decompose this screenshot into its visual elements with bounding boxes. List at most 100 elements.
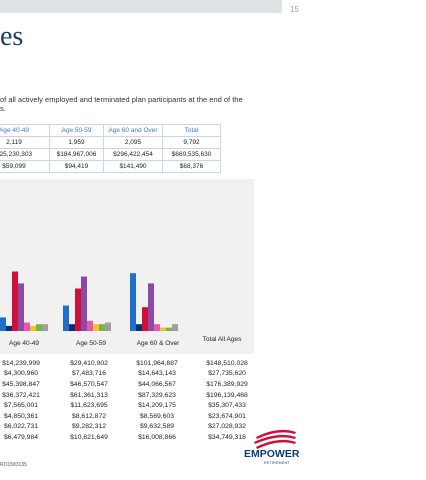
table-cell: $6,022,731 (3, 423, 39, 431)
chart-bar (87, 320, 93, 331)
chart-bar (36, 324, 42, 331)
logo-swoosh-icon (254, 429, 296, 449)
participant-stats-table: Age 40-49 Age 50-59 Age 60 and Over Tota… (0, 124, 221, 173)
chart-bar (99, 324, 105, 331)
table-cell: $14,239,999 (2, 359, 40, 367)
document-code: RO1583135 (0, 462, 27, 468)
chart-bar (24, 322, 30, 331)
category-label: Total All Ages (203, 336, 242, 343)
column-header: Age 60 and Over (103, 124, 163, 137)
table-row: 125,230,303 $184,967,006 $296,422,454 $6… (0, 148, 221, 161)
table-cell: $11,623,695 (70, 402, 108, 410)
table-header-row: Age 40-49 Age 50-59 Age 60 and Over Tota… (0, 124, 221, 137)
chart-bar (154, 324, 160, 331)
chart-bar (75, 288, 81, 331)
category-label: Age 60 & Over (137, 340, 180, 347)
table-row: $45,398,847 $46,570,547 $44,066,567 $176,38… (0, 379, 262, 390)
chart-bar (172, 324, 178, 331)
table-cell: $27,028,932 (208, 423, 246, 431)
table-cell: $184,967,006 (49, 148, 104, 161)
table-row: $6,479,984 $10,621,649 $16,008,866 $34,749,… (0, 432, 262, 443)
table-row: $4,300,960 $7,483,716 $14,643,143 $27,735,6… (0, 369, 262, 380)
column-header: Age 50-59 (49, 124, 104, 137)
table-cell: $196,139,468 (206, 391, 248, 399)
empower-logo: EMPOWER RETIREMENT (244, 428, 300, 468)
table-cell: $148,510,028 (206, 359, 248, 367)
chart-bar (148, 283, 154, 331)
logo-wordmark: EMPOWER (244, 448, 300, 460)
table-cell: 125,230,303 (0, 148, 50, 161)
table-cell: $68,376 (162, 160, 221, 173)
table-cell: $669,535,630 (162, 148, 221, 161)
chart-bar (42, 324, 48, 331)
header-bar (0, 0, 282, 13)
chart-bar (142, 307, 148, 331)
chart-bar (6, 325, 12, 331)
table-cell: $23,674,901 (208, 412, 246, 420)
description-line: of all actively employed and terminated … (0, 95, 243, 104)
table-cell: $44,066,567 (138, 380, 176, 388)
table-row: $4,850,361 $8,612,872 $8,569,603 $23,674,90… (0, 411, 262, 422)
table-cell: $14,643,143 (138, 370, 176, 378)
chart-bar (93, 324, 99, 331)
chart-bar (0, 317, 6, 331)
table-cell: $45,398,847 (2, 380, 40, 388)
chart-bar (166, 327, 172, 331)
table-cell: $176,389,929 (206, 380, 248, 388)
chart-bar (136, 324, 142, 331)
category-label: Age 40-49 (9, 340, 39, 347)
chart-bar (63, 305, 69, 331)
table-cell: 2,095 (103, 136, 163, 149)
table-cell: $7,565,001 (3, 402, 39, 410)
chart-bar (130, 273, 136, 331)
chart-bar (12, 271, 18, 331)
asset-amounts-table: $14,239,999 $29,410,902 $101,964,887 $148,5… (0, 358, 262, 443)
table-cell: $8,612,872 (71, 412, 107, 420)
table-cell: $14,209,175 (138, 402, 176, 410)
table-cell: $94,419 (49, 160, 104, 173)
table-cell: $141,490 (103, 160, 163, 173)
description-line: s. (0, 104, 6, 113)
page-title: es (0, 21, 24, 52)
page-number: 15 (290, 5, 299, 14)
table-cell: 9,792 (162, 136, 221, 149)
table-cell: $36,372,421 (2, 391, 40, 399)
table-cell: $10,621,649 (70, 433, 108, 441)
table-cell: 1,959 (49, 136, 104, 149)
chart-bar (18, 283, 24, 331)
chart-bar (81, 276, 87, 331)
table-cell: $9,632,589 (139, 423, 175, 431)
table-cell: $296,422,454 (103, 148, 163, 161)
table-cell: $4,850,361 (3, 412, 39, 420)
table-row: 2,119 1,959 2,095 9,792 (0, 136, 221, 149)
table-cell: $9,282,312 (71, 423, 107, 431)
table-row: $7,565,001 $11,623,695 $14,209,175 $35,307,… (0, 400, 262, 411)
description: of all actively employed and terminated … (0, 95, 280, 113)
table-row: $59,099 $94,419 $141,490 $68,376 (0, 160, 221, 173)
table-row: $14,239,999 $29,410,902 $101,964,887 $148,5… (0, 358, 262, 369)
logo-subtitle: RETIREMENT (264, 461, 290, 465)
table-row: $36,372,421 $61,361,313 $87,329,623 $196,13… (0, 390, 262, 401)
table-cell: $61,361,313 (70, 391, 108, 399)
table-cell: 2,119 (0, 136, 50, 149)
table-cell: $6,479,984 (3, 433, 39, 441)
table-cell: $8,569,603 (139, 412, 175, 420)
table-cell: $7,483,716 (71, 370, 107, 378)
table-cell: $46,570,547 (70, 380, 108, 388)
column-header: Total (162, 124, 221, 137)
category-label: Age 50-59 (76, 340, 106, 347)
asset-allocation-chart: Age 40-49 Age 50-59 Age 60 & Over Total All… (0, 179, 254, 354)
table-cell: $87,329,623 (138, 391, 176, 399)
chart-canvas: Age 40-49 Age 50-59 Age 60 & Over Total All… (0, 271, 242, 347)
table-cell: $29,410,902 (70, 359, 108, 367)
chart-bar (30, 325, 36, 331)
chart-bar (69, 324, 75, 331)
table-row: $6,022,731 $9,282,312 $9,632,589 $27,028,93… (0, 422, 262, 433)
chart-bar (160, 327, 166, 331)
table-cell: $35,307,433 (208, 402, 246, 410)
chart-bar (105, 322, 111, 331)
column-header: Age 40-49 (0, 124, 50, 137)
table-cell: $16,008,866 (138, 433, 176, 441)
table-cell: $59,099 (0, 160, 50, 173)
table-cell: $34,749,318 (208, 433, 246, 441)
